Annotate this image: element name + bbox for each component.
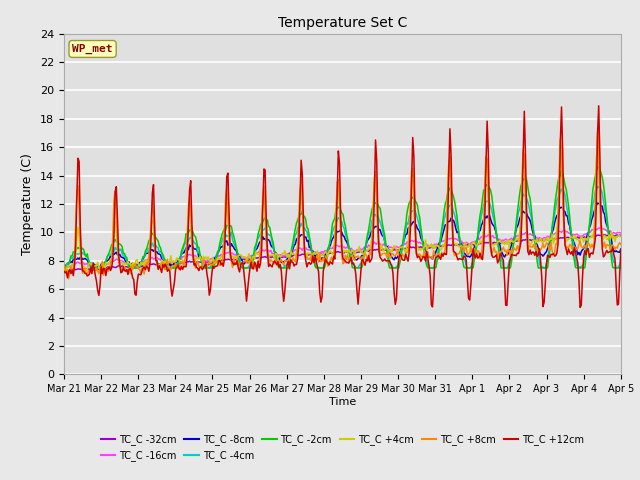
X-axis label: Time: Time: [329, 397, 356, 407]
Y-axis label: Temperature (C): Temperature (C): [22, 153, 35, 255]
Legend: TC_C -32cm, TC_C -16cm, TC_C -8cm, TC_C -4cm, TC_C -2cm, TC_C +4cm, TC_C +8cm, T: TC_C -32cm, TC_C -16cm, TC_C -8cm, TC_C …: [97, 431, 588, 465]
Title: Temperature Set C: Temperature Set C: [278, 16, 407, 30]
Text: WP_met: WP_met: [72, 44, 113, 54]
